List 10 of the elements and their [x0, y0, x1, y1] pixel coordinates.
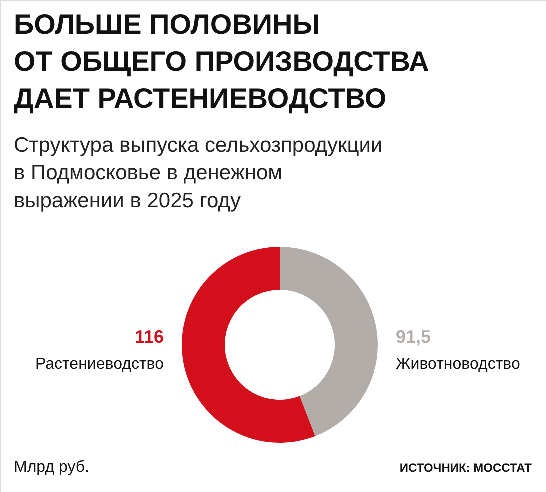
slice-label: Растениеводство: [35, 356, 164, 373]
text: ИСТОЧНИК: МОССТАТ: [400, 461, 533, 475]
chart-subtitle: Структура выпуска сельхозпродукции в Подмосковье в денежном выражении в 2025 году: [14, 134, 383, 212]
chart-title: БОЛЬШЕ ПОЛОВИНЫ ОТ ОБЩЕГО ПРОИЗВОДСТВА ДАЕТ РАСТЕНИЕВОДСТВО: [14, 9, 430, 114]
donut-slice: [280, 247, 378, 436]
slice-label: Животноводство: [396, 356, 520, 373]
text: Млрд руб.: [14, 459, 90, 476]
data-label: 91,5: [396, 327, 432, 347]
data-label: 116: [134, 327, 164, 347]
donut-slice: [182, 247, 316, 443]
